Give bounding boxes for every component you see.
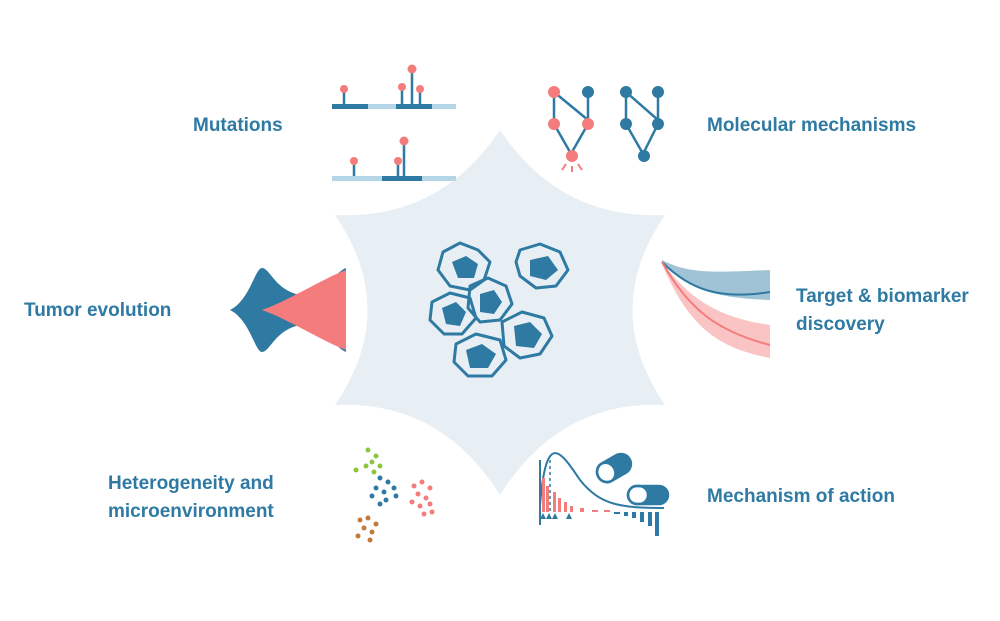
mutations-label: Mutations (193, 115, 283, 136)
survival-curve-icon (661, 260, 771, 358)
molecular-mechanisms-label: Molecular mechanisms (707, 115, 917, 136)
target-biomarker-line1: Target & biomarker (796, 286, 969, 307)
target-biomarker-label: Target & biomarker discovery (796, 283, 969, 339)
cancer-cells-icon (428, 241, 570, 378)
drug-capsule-enrichment-icon (539, 452, 670, 536)
tumor-evolution-label: Tumor evolution (24, 300, 172, 321)
lollipop-plot-icon (332, 64, 456, 181)
heterogeneity-line1: Heterogeneity and (108, 473, 274, 494)
central-star-shape (335, 130, 665, 495)
fish-plot-icon (230, 268, 346, 352)
heterogeneity-label: Heterogeneity and microenvironment (108, 470, 274, 526)
heterogeneity-line2: microenvironment (108, 501, 274, 522)
pathway-network-icon (548, 86, 664, 172)
mechanism-of-action-label: Mechanism of action (707, 486, 895, 507)
target-biomarker-line2: discovery (796, 314, 885, 335)
cell-clusters-icon (353, 447, 435, 543)
